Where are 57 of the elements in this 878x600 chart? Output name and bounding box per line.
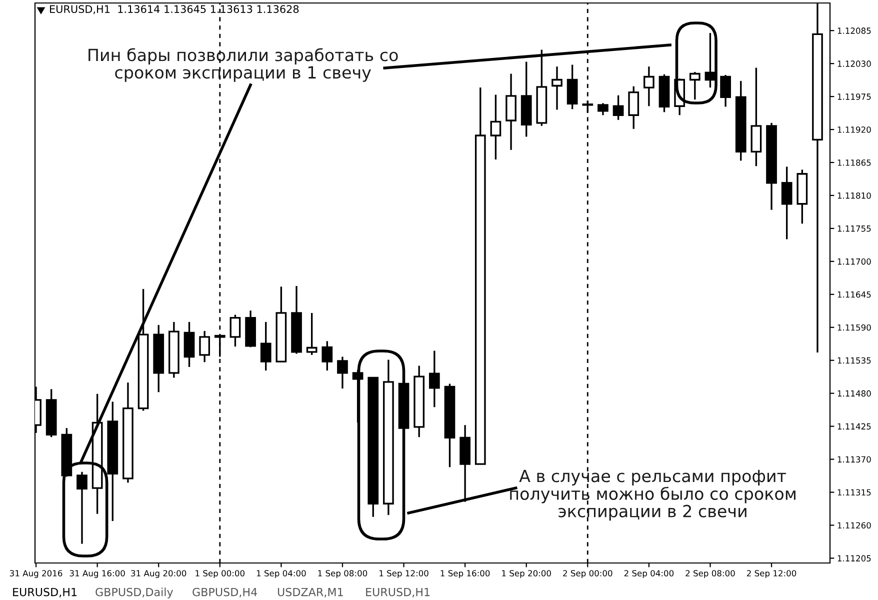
- candlestick: [76, 471, 88, 545]
- candlestick: [199, 330, 210, 363]
- y-tick-label: 1.11480: [838, 390, 871, 397]
- x-tick-label: 31 Aug 2016: [10, 570, 62, 578]
- text: USDZAR,M1: [278, 588, 343, 598]
- y-tick-label: 1.11535: [838, 357, 871, 364]
- candlestick: [306, 312, 318, 356]
- candlestick: [612, 94, 624, 121]
- y-tick-label: 1.11755: [838, 226, 871, 232]
- y-tick-label: 1.11205: [838, 555, 871, 562]
- x-tick-label: 1 Sep 08:00: [318, 570, 368, 578]
- y-tick-label: 1.11920: [838, 126, 871, 133]
- annotation: А в случае с рельсами профит получить можно было со сроком экспирации в 2 свечи: [510, 470, 796, 521]
- candlestick: [552, 66, 562, 111]
- candlestick: [628, 86, 640, 130]
- y-tick-label: 1.11645: [838, 291, 871, 298]
- candlestick: [689, 71, 700, 100]
- y-tick-label: 1.11810: [838, 192, 871, 199]
- candlestick: [337, 356, 348, 390]
- candlestick: [781, 166, 792, 240]
- x-tick-label: 2 Sep 12:00: [746, 570, 796, 578]
- y-tick-label: 1.11590: [838, 324, 871, 331]
- candlestick: [566, 64, 578, 110]
- chart-title: EURUSD,H1 1.13614 1.13645 1.13613 1.13628: [50, 5, 299, 14]
- x-tick-label: 1 Sep 20:00: [502, 570, 551, 578]
- text: EURUSD,H1: [13, 588, 77, 598]
- x-tick-label: 1 Sep 16:00: [440, 570, 490, 578]
- x-tick-label: 1 Sep 12:00: [380, 570, 428, 578]
- x-tick-label: 1 Sep 00:00: [196, 570, 244, 578]
- candlestick: [490, 94, 502, 160]
- candlestick: [428, 350, 440, 408]
- text: EURUSD,H1: [366, 588, 430, 598]
- x-tick-label: 31 Aug 20:00: [131, 570, 186, 578]
- candlestick: [260, 321, 272, 372]
- y-tick-label: 1.11370: [838, 456, 871, 463]
- candlestick: [322, 340, 333, 372]
- y-tick-label: 1.11260: [838, 522, 871, 529]
- y-tick-label: 1.11975: [838, 94, 871, 100]
- text: GBPUSD,H4: [192, 588, 258, 598]
- candlestick: [230, 314, 241, 348]
- text: GBPUSD,Daily: [96, 588, 173, 598]
- annotation: Пин бары позволили заработать со сроком экспирации в 1 свечу: [88, 48, 398, 82]
- y-tick-label: 1.11315: [838, 489, 871, 496]
- y-tick-label: 1.11865: [838, 159, 871, 166]
- candlestick: [720, 74, 731, 108]
- x-tick-label: 2 Sep 08:00: [686, 570, 735, 578]
- candlestick: [598, 102, 608, 116]
- x-tick-label: 2 Sep 00:00: [563, 570, 612, 578]
- y-tick-label: 1.12085: [838, 28, 871, 34]
- x-tick-label: 2 Sep 04:00: [624, 570, 674, 578]
- x-tick-label: 31 Aug 16:00: [70, 570, 125, 578]
- y-tick-label: 1.12030: [838, 60, 871, 67]
- y-tick-label: 1.11425: [838, 423, 871, 430]
- y-tick-label: 1.11700: [838, 258, 871, 265]
- candlestick: [644, 66, 654, 107]
- candlestick: [184, 321, 195, 368]
- x-tick-label: 1 Sep 04:00: [256, 570, 306, 578]
